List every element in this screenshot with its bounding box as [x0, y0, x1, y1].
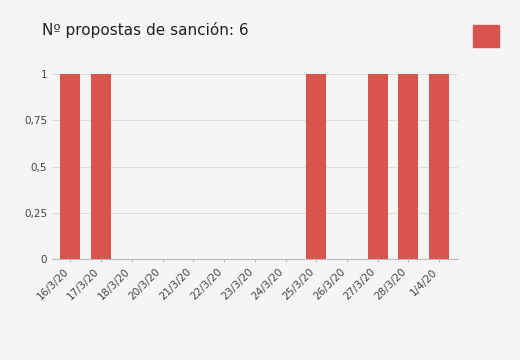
Bar	[398, 74, 419, 259]
Bar	[368, 74, 388, 259]
Bar	[306, 74, 326, 259]
Bar	[91, 74, 111, 259]
Bar	[60, 74, 81, 259]
Bar	[429, 74, 449, 259]
Text: Nº propostas de sanción: 6: Nº propostas de sanción: 6	[42, 22, 248, 37]
